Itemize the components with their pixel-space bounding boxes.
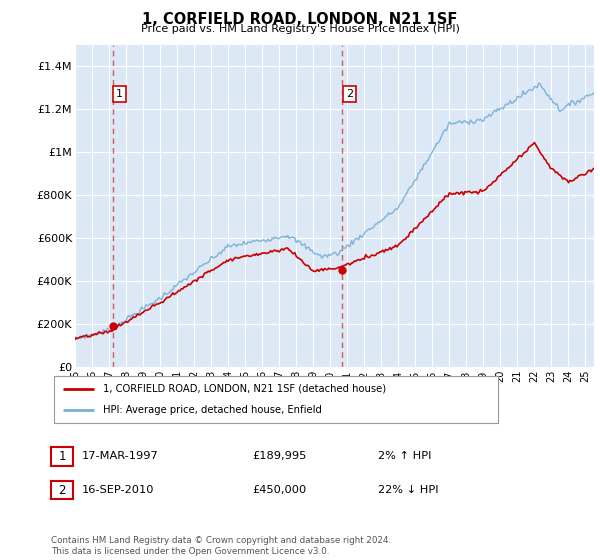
Text: 2: 2	[346, 89, 353, 99]
Text: 2: 2	[58, 483, 66, 497]
Text: Price paid vs. HM Land Registry's House Price Index (HPI): Price paid vs. HM Land Registry's House …	[140, 24, 460, 34]
Text: HPI: Average price, detached house, Enfield: HPI: Average price, detached house, Enfi…	[103, 405, 322, 416]
Text: 2% ↑ HPI: 2% ↑ HPI	[378, 451, 431, 461]
Text: 1, CORFIELD ROAD, LONDON, N21 1SF: 1, CORFIELD ROAD, LONDON, N21 1SF	[142, 12, 458, 27]
Text: 17-MAR-1997: 17-MAR-1997	[82, 451, 159, 461]
Text: 16-SEP-2010: 16-SEP-2010	[82, 485, 155, 495]
Text: Contains HM Land Registry data © Crown copyright and database right 2024.
This d: Contains HM Land Registry data © Crown c…	[51, 536, 391, 556]
Text: 22% ↓ HPI: 22% ↓ HPI	[378, 485, 439, 495]
Text: 1: 1	[116, 89, 123, 99]
Text: £450,000: £450,000	[252, 485, 306, 495]
Text: £189,995: £189,995	[252, 451, 307, 461]
Text: 1, CORFIELD ROAD, LONDON, N21 1SF (detached house): 1, CORFIELD ROAD, LONDON, N21 1SF (detac…	[103, 384, 386, 394]
Text: 1: 1	[58, 450, 66, 463]
